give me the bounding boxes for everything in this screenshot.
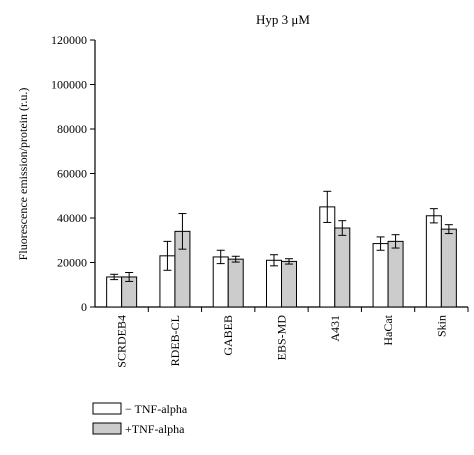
x-tick-label: Skin	[434, 315, 448, 337]
y-tick-label: 60000	[57, 167, 87, 181]
legend-label: +TNF-alpha	[125, 422, 185, 436]
bar	[227, 258, 244, 308]
legend-swatch	[92, 402, 122, 415]
x-tick-label: EBS-MD	[275, 315, 289, 361]
y-tick-label: 20000	[57, 256, 87, 270]
bar	[334, 227, 351, 308]
plot-area: 0 20000 40000 60000 80000 100000 120000 SCRDEB4…	[51, 33, 469, 368]
chart-title: Hyp 3 μM	[256, 12, 310, 27]
legend-label: − TNF-alpha	[125, 402, 188, 416]
bar	[440, 228, 457, 308]
bar	[281, 260, 297, 308]
bar	[106, 276, 123, 308]
bar	[372, 243, 389, 308]
x-tick-label: SCRDEB4	[115, 315, 129, 368]
y-tick-label: 40000	[57, 211, 87, 225]
bar	[266, 259, 282, 308]
x-tick-label: HaCat	[381, 314, 395, 345]
y-tick-label: 0	[81, 300, 87, 314]
bar	[387, 240, 404, 308]
y-axis-label: Fluorescence emission/protein (r.u.)	[16, 88, 30, 261]
x-tick-label: A431	[328, 315, 342, 342]
legend-swatch	[92, 422, 122, 435]
y-tick-label: 100000	[51, 78, 87, 92]
y-tick-label: 120000	[51, 33, 87, 47]
y-tick-label: 80000	[57, 122, 87, 136]
x-tick-label: GABEB	[221, 315, 235, 356]
bar	[425, 215, 442, 308]
legend: − TNF-alpha +TNF-alpha	[92, 402, 188, 436]
bar	[212, 256, 229, 308]
x-tick-label: RDEB-CL	[168, 315, 182, 366]
